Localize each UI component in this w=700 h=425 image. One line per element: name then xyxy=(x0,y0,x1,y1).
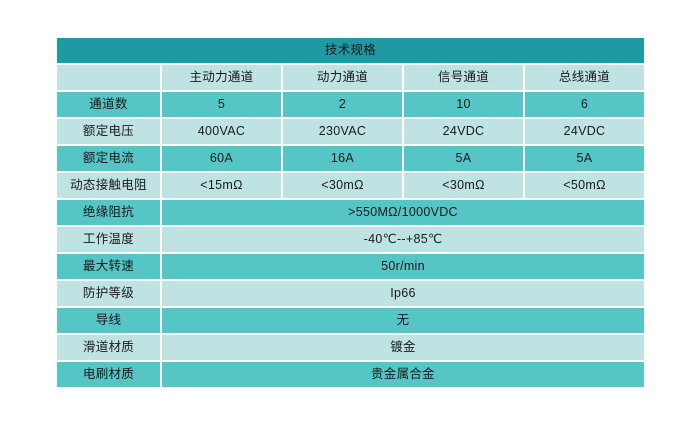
table-row: 电刷材质 贵金属合金 xyxy=(57,362,644,387)
table-title-row: 技术规格 xyxy=(57,38,644,63)
row-label: 防护等级 xyxy=(57,281,160,306)
table-row: 额定电流 60A 16A 5A 5A xyxy=(57,146,644,171)
row-value-cell: 60A xyxy=(162,146,281,171)
row-value-cell: <30mΩ xyxy=(283,173,402,198)
row-value-merged: >550MΩ/1000VDC xyxy=(162,200,644,225)
row-value-cell: 2 xyxy=(283,92,402,117)
row-value-cell: 24VDC xyxy=(525,119,644,144)
column-header-main-power-channel: 主动力通道 xyxy=(162,65,281,90)
row-value-merged: 无 xyxy=(162,308,644,333)
technical-specification-table: 技术规格 主动力通道 动力通道 信号通道 总线通道 通道数 5 2 10 6 额定电压 40… xyxy=(55,36,646,389)
row-label: 额定电压 xyxy=(57,119,160,144)
row-value-merged: 镀金 xyxy=(162,335,644,360)
table-row: 通道数 5 2 10 6 xyxy=(57,92,644,117)
table-body: 技术规格 主动力通道 动力通道 信号通道 总线通道 通道数 5 2 10 6 额定电压 40… xyxy=(57,38,644,387)
table-row: 防护等级 Ip66 xyxy=(57,281,644,306)
column-header-bus-channel: 总线通道 xyxy=(525,65,644,90)
column-header-power-channel: 动力通道 xyxy=(283,65,402,90)
row-value-cell: 5 xyxy=(162,92,281,117)
table-row: 滑道材质 镀金 xyxy=(57,335,644,360)
table-row: 额定电压 400VAC 230VAC 24VDC 24VDC xyxy=(57,119,644,144)
row-value-merged: 50r/min xyxy=(162,254,644,279)
technical-specification-panel: 技术规格 主动力通道 动力通道 信号通道 总线通道 通道数 5 2 10 6 额定电压 40… xyxy=(55,36,646,389)
row-label: 滑道材质 xyxy=(57,335,160,360)
row-label: 额定电流 xyxy=(57,146,160,171)
row-label: 工作温度 xyxy=(57,227,160,252)
row-value-cell: 6 xyxy=(525,92,644,117)
row-value-cell: <30mΩ xyxy=(404,173,523,198)
row-value-cell: 24VDC xyxy=(404,119,523,144)
row-value-cell: <15mΩ xyxy=(162,173,281,198)
row-label: 动态接触电阻 xyxy=(57,173,160,198)
table-row: 最大转速 50r/min xyxy=(57,254,644,279)
row-label: 电刷材质 xyxy=(57,362,160,387)
row-value-merged: Ip66 xyxy=(162,281,644,306)
row-value-cell: 10 xyxy=(404,92,523,117)
column-header-signal-channel: 信号通道 xyxy=(404,65,523,90)
header-blank-cell xyxy=(57,65,160,90)
row-value-merged: -40℃--+85℃ xyxy=(162,227,644,252)
row-label: 绝缘阻抗 xyxy=(57,200,160,225)
row-value-cell: 230VAC xyxy=(283,119,402,144)
table-row: 导线无 xyxy=(57,308,644,333)
table-row: 工作温度 -40℃--+85℃ xyxy=(57,227,644,252)
table-row: 绝缘阻抗 >550MΩ/1000VDC xyxy=(57,200,644,225)
row-label: 通道数 xyxy=(57,92,160,117)
row-value-cell: <50mΩ xyxy=(525,173,644,198)
table-title: 技术规格 xyxy=(57,38,644,63)
row-value-cell: 5A xyxy=(525,146,644,171)
row-label: 最大转速 xyxy=(57,254,160,279)
row-value-cell: 16A xyxy=(283,146,402,171)
row-value-merged: 贵金属合金 xyxy=(162,362,644,387)
table-row: 动态接触电阻 <15mΩ <30mΩ <30mΩ <50mΩ xyxy=(57,173,644,198)
row-value-cell: 400VAC xyxy=(162,119,281,144)
table-header-row: 主动力通道 动力通道 信号通道 总线通道 xyxy=(57,65,644,90)
row-value-cell: 5A xyxy=(404,146,523,171)
row-label: 导线 xyxy=(57,308,160,333)
